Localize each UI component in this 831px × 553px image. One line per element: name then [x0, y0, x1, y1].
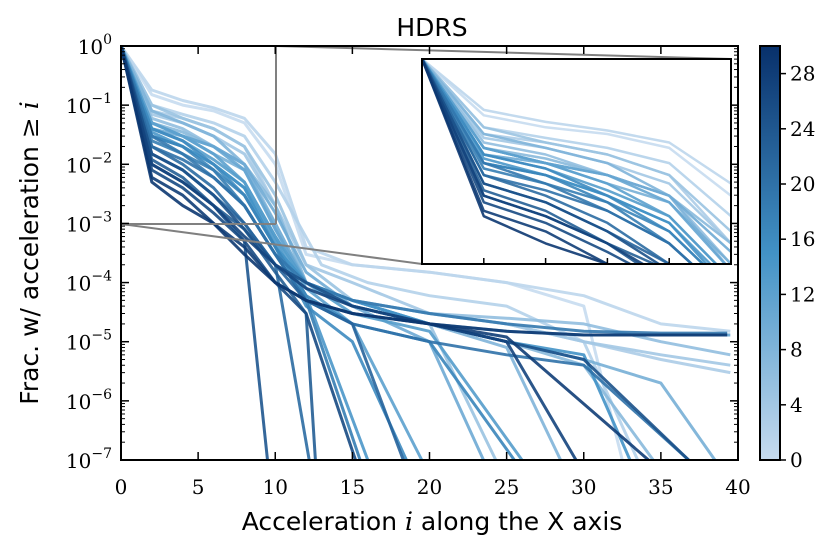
x-tick-label: 10: [263, 475, 288, 499]
inset-series-line-19: [422, 59, 694, 264]
colorbar-tick-label: 16: [790, 227, 815, 251]
y-axis-label: Frac. w/ acceleration ≥ i: [15, 101, 44, 404]
colorbar-tick-label: 0: [790, 448, 803, 472]
x-tick-label: 15: [340, 475, 365, 499]
x-tick-label: 35: [648, 475, 673, 499]
y-tick-label: 100: [78, 32, 112, 59]
colorbar-tick-label: 4: [790, 393, 803, 417]
colorbar-gradient: [759, 45, 781, 461]
series-line-25: [121, 46, 690, 460]
series-line-2: [121, 46, 640, 460]
inset-series-line-27: [422, 59, 646, 264]
x-tick-label: 20: [417, 475, 442, 499]
inset-axes: [421, 58, 732, 265]
colorbar-tick-label: 20: [790, 172, 815, 196]
x-tick-label: 40: [725, 475, 750, 499]
inset-series-line-2: [422, 59, 731, 218]
colorbar-tick-label: 12: [790, 282, 815, 306]
inset-series-line-26: [422, 59, 633, 264]
colorbar: 0 4 8 12 16 20 24 28: [759, 45, 815, 472]
zoom-connector-top: [275, 45, 732, 60]
inset-series-line-18: [422, 59, 694, 264]
inset-series-line-25: [422, 59, 662, 264]
inset-series-group: [422, 59, 731, 264]
x-tick-label: 30: [571, 475, 596, 499]
inset-series-line-23: [422, 59, 658, 264]
y-tick-label: 10−4: [66, 269, 112, 296]
series-group: [121, 46, 731, 460]
series-line-1: [121, 46, 731, 333]
chart-title: HDRS: [396, 13, 467, 42]
x-tick-label: 5: [192, 475, 205, 499]
inset-series-line-21: [422, 59, 672, 264]
inset-series-line-5: [422, 59, 731, 234]
colorbar-tick-label: 8: [790, 338, 803, 362]
x-tick-label: 0: [115, 475, 128, 499]
x-tick-label: 25: [494, 475, 519, 499]
x-axis-label: Acceleration i along the X axis: [242, 507, 623, 536]
inset-series-line-20: [422, 59, 694, 264]
y-tick-label: 10−1: [66, 91, 112, 118]
inset-series-line-8: [422, 59, 728, 264]
y-tick-label: 10−5: [66, 328, 112, 355]
series-line-29: [121, 46, 728, 337]
colorbar-tick-label: 24: [790, 117, 815, 141]
y-tick-label: 10−2: [66, 150, 112, 177]
inset-series-line-1: [422, 59, 731, 187]
inset-series-line-29: [422, 59, 610, 264]
y-tick-label: 10−3: [66, 209, 112, 236]
series-line-27: [121, 46, 578, 460]
inset-series-line-28: [422, 59, 611, 264]
colorbar-tick-label: 28: [790, 62, 815, 86]
y-tick-label: 10−6: [66, 387, 112, 414]
series-line-26: [121, 46, 357, 460]
y-tick-label: 10−7: [66, 446, 112, 473]
inset-series-line-6: [422, 59, 731, 264]
inset-series-line-17: [422, 59, 705, 264]
inset-series-line-10: [422, 59, 731, 254]
inset-frame: [421, 58, 732, 265]
plot-frame: [120, 45, 739, 461]
inset-series-line-7: [422, 59, 731, 246]
main-ticks: 0 5 10 15 20 25 30 35 40 100 10−1 10−2 10−3 10−4 10−5 1…: [66, 32, 751, 499]
inset-series-line-0: [422, 59, 731, 199]
colorbar-ticks: 0 4 8 12 16 20 24 28: [780, 62, 815, 472]
zoom-connector-bottom: [120, 223, 423, 265]
